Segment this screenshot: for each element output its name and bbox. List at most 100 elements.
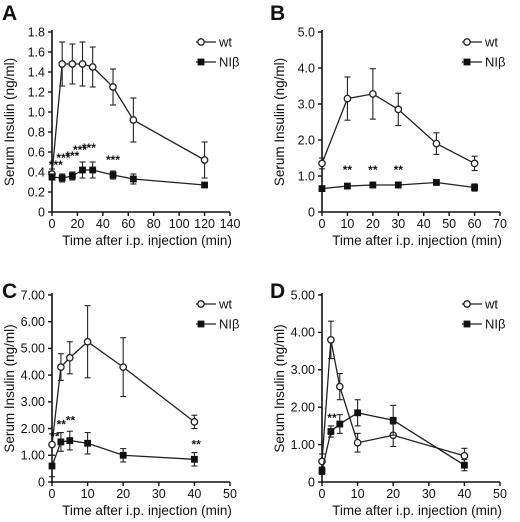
- chart-panel-c: C 0 10 20 30 40 50 0 1.00 2.00 3.00 4.00 5.00 6.00 7.0…: [2, 280, 239, 518]
- x-axis-title: Time after i.p. injection (min): [62, 503, 232, 518]
- data-point: [318, 467, 326, 475]
- legend-marker: [197, 300, 205, 308]
- significance-label: ***: [106, 153, 120, 167]
- y-tick-label: 5.00: [21, 342, 45, 356]
- y-tick-label: 2.0: [298, 133, 315, 147]
- y-tick-label: 1.2: [28, 85, 45, 99]
- y-tick-label: 3.0: [298, 97, 315, 111]
- series-ni-beta: [318, 399, 468, 476]
- chart-panel-a: A 0 20 40 60 80 100 120 140 0 0.2 0.4 0.6 0.8 1.0 1.2 1.…: [2, 2, 240, 248]
- series-line: [51, 439, 195, 467]
- x-tick-label: 30: [152, 487, 166, 501]
- chart-panel-d: D 0 10 20 30 40 50 0 1.00 2.00 3.00 4.00 5.00 Time af…: [270, 280, 507, 518]
- data-point: [190, 455, 198, 463]
- legend-label: NIβ: [219, 55, 239, 70]
- y-tick-label: 3.00: [291, 363, 315, 377]
- significance-label: **: [394, 163, 404, 177]
- legend: wt NIβ: [462, 35, 505, 70]
- data-point: [79, 166, 86, 174]
- x-tick-label: 0: [319, 217, 326, 231]
- data-point: [460, 451, 469, 460]
- x-tick-label: 60: [121, 217, 135, 231]
- data-point: [336, 420, 344, 428]
- legend-marker: [463, 300, 471, 308]
- data-point: [109, 83, 117, 91]
- legend-label: wt: [218, 297, 232, 312]
- y-tick-label: 1.6: [28, 45, 45, 59]
- x-axis-title: Time after i.p. injection (min): [332, 233, 502, 248]
- data-point: [344, 182, 351, 190]
- data-point: [327, 428, 335, 435]
- data-point: [460, 461, 468, 469]
- y-tick-label: 1.00: [291, 438, 315, 452]
- data-point: [471, 184, 478, 191]
- data-point: [119, 451, 127, 459]
- series-wt: [48, 305, 199, 456]
- y-tick-label: 2.00: [21, 422, 45, 436]
- y-tick-label: 6.00: [21, 315, 45, 329]
- data-point: [353, 438, 362, 447]
- significance-label: ***: [65, 149, 79, 163]
- data-point: [66, 437, 74, 444]
- legend-marker: [197, 38, 205, 46]
- x-tick-label: 40: [96, 217, 110, 231]
- legend: wt NIβ: [196, 35, 239, 70]
- significance-label: **: [192, 438, 202, 452]
- data-point: [394, 105, 403, 114]
- legend: wt NIβ: [462, 297, 505, 332]
- data-point: [318, 159, 326, 168]
- data-point: [58, 174, 66, 182]
- x-tick-label: 0: [49, 487, 56, 501]
- data-point: [369, 90, 377, 98]
- legend-label: NIβ: [485, 317, 505, 332]
- data-point: [389, 416, 397, 424]
- legend-marker: [463, 320, 471, 328]
- y-tick-label: 4.0: [298, 61, 315, 75]
- data-point: [78, 60, 87, 68]
- significance-label: **: [343, 163, 353, 177]
- x-tick-label: 20: [70, 217, 84, 231]
- y-tick-label: 1.8: [28, 25, 45, 39]
- x-tick-label: 100: [169, 217, 190, 231]
- y-tick-label: 1.0: [298, 169, 315, 183]
- data-point: [129, 175, 137, 183]
- y-axis-title: Serum Insulin (ng/ml): [2, 324, 17, 452]
- data-point: [200, 156, 209, 164]
- data-point: [83, 337, 92, 346]
- significance-label: ***: [49, 158, 63, 172]
- data-point: [48, 173, 56, 181]
- legend-label: NIβ: [219, 317, 239, 332]
- data-point: [68, 60, 77, 68]
- panel-letter: B: [270, 2, 285, 25]
- x-tick-label: 50: [223, 487, 237, 501]
- y-tick-label: 5.0: [298, 25, 315, 39]
- x-tick-label: 120: [194, 217, 215, 231]
- x-axis-title: Time after i.p. injection (min): [62, 233, 232, 248]
- x-tick-label: 80: [147, 217, 161, 231]
- data-point: [190, 418, 199, 426]
- data-point: [84, 439, 91, 447]
- x-tick-label: 50: [442, 217, 456, 231]
- x-tick-label: 50: [493, 487, 507, 501]
- y-tick-label: 4.00: [21, 368, 45, 382]
- y-axis-title: Serum Insulin (ng/ml): [272, 58, 287, 186]
- series-wt: [318, 320, 469, 470]
- data-point: [394, 181, 402, 189]
- data-point: [433, 179, 440, 186]
- series-ni-beta: [48, 430, 198, 478]
- legend-label: wt: [484, 35, 498, 50]
- data-point: [57, 363, 65, 371]
- series-ni-beta: [48, 161, 208, 189]
- y-tick-label: 0.4: [28, 165, 45, 179]
- significance-label: ***: [56, 151, 70, 165]
- data-point: [57, 438, 65, 446]
- x-tick-label: 10: [81, 487, 95, 501]
- legend: wt NIβ: [196, 297, 239, 332]
- series-ni-beta: [318, 179, 478, 193]
- significance-label: **: [327, 411, 337, 425]
- data-point: [318, 185, 326, 193]
- data-point: [470, 159, 479, 168]
- x-tick-label: 40: [187, 487, 201, 501]
- data-point: [89, 166, 97, 174]
